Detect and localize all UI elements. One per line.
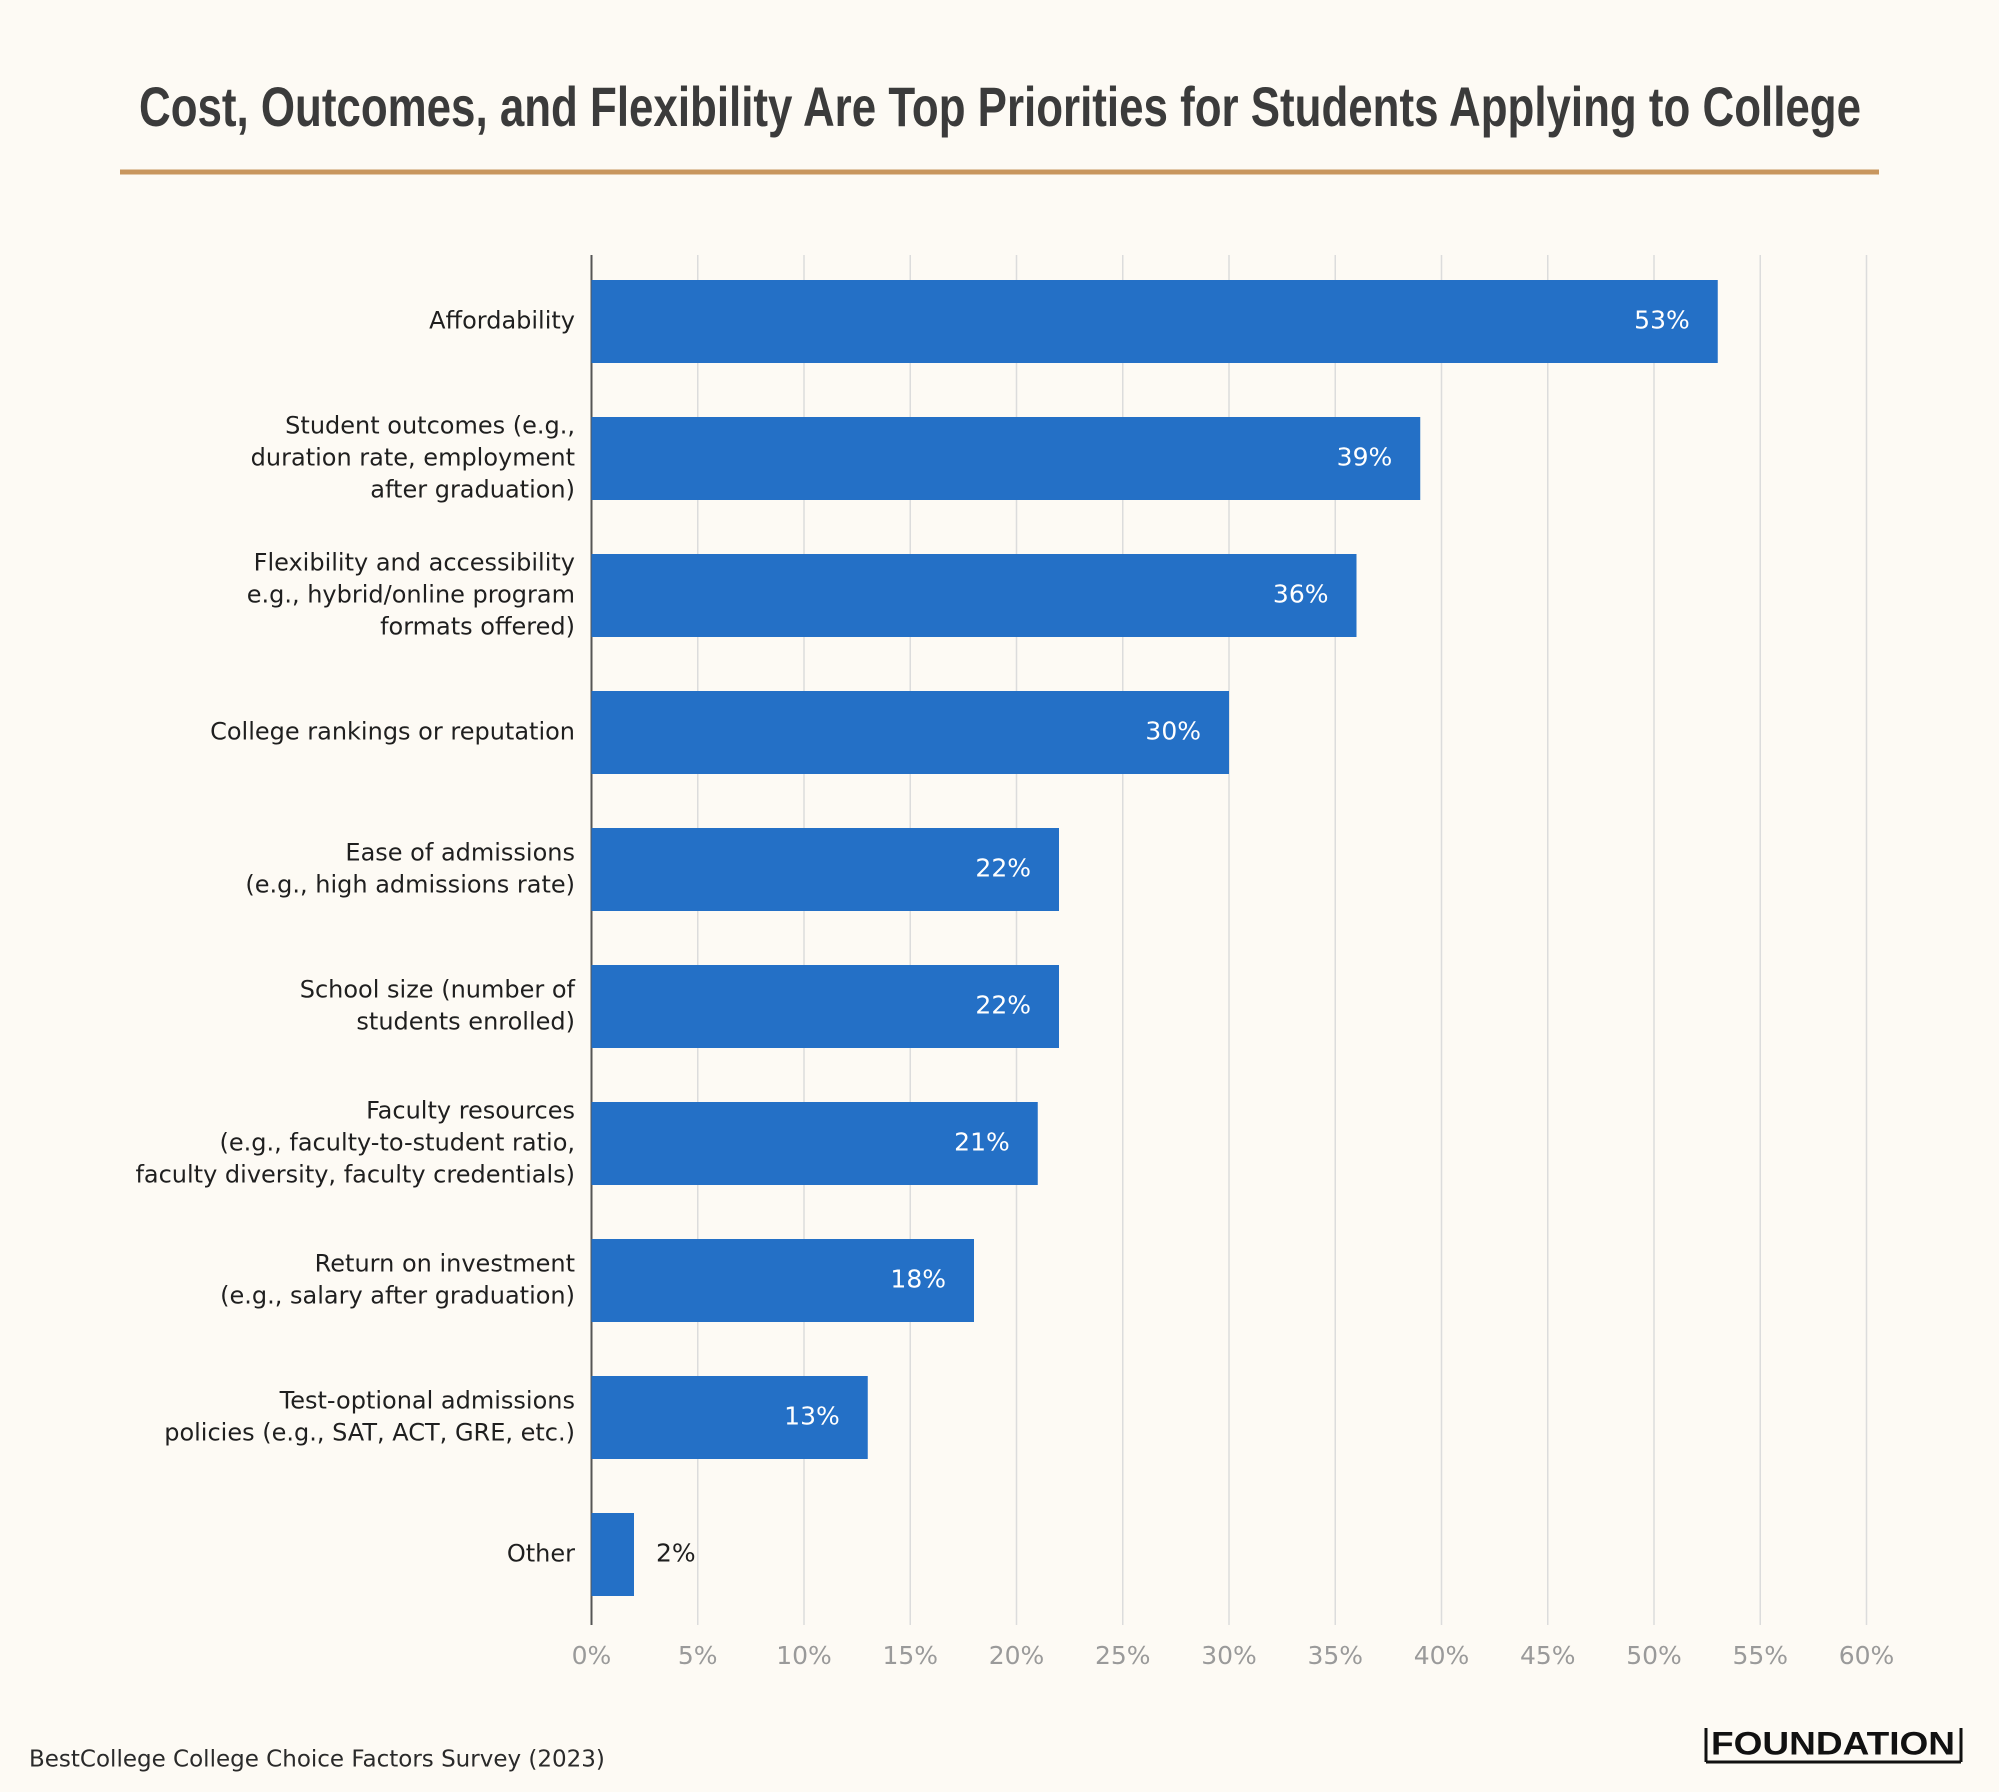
value-label: 53% [1634,306,1690,335]
value-label: 39% [1337,443,1393,472]
x-tick-label: 30% [1201,1641,1257,1670]
bar [591,691,1229,774]
category-label: Affordability [429,307,575,335]
plot-area: 0% 5% 10% 15% 20% 25% 30% 35% 40% 45% 50% 55% 60% Aff… [135,255,1894,1670]
x-tick-label: 60% [1839,1641,1895,1670]
x-tick-label: 45% [1520,1641,1576,1670]
x-tick-label: 10% [776,1641,832,1670]
category-label: Flexibility and accessibility e.g., hybri… [247,549,575,641]
source-note: BestCollege College Choice Factors Surve… [29,1747,605,1773]
value-label: 13% [784,1402,840,1431]
bar [591,828,1059,911]
category-label: Return on investment (e.g., salary after … [220,1250,575,1310]
x-tick-label: 0% [572,1641,612,1670]
x-tick-label: 25% [1095,1641,1151,1670]
value-label: 18% [890,1265,946,1294]
logo: FOUNDATION [1704,1725,1963,1764]
chart-title: Cost, Outcomes, and Flexibility Are Top … [139,75,1861,138]
value-label: 22% [975,854,1031,883]
logo-text: FOUNDATION [1711,1725,1955,1761]
value-label: 22% [975,991,1031,1020]
x-tick-label: 40% [1414,1641,1470,1670]
bar [591,965,1059,1048]
bar [591,554,1357,637]
category-label: Student outcomes (e.g., duration rate, em… [251,412,575,504]
category-label: Faculty resources (e.g., faculty-to-stude… [135,1097,575,1189]
x-tick-label: 15% [882,1641,938,1670]
x-tick-label: 5% [678,1641,718,1670]
x-tick-label: 20% [989,1641,1045,1670]
category-label: Ease of admissions (e.g., high admissions… [245,839,575,899]
category-label: College rankings or reputation [210,718,575,746]
bar [591,1513,634,1596]
x-tick-label: 55% [1732,1641,1788,1670]
value-label: 30% [1145,717,1201,746]
value-label: 2% [656,1539,696,1568]
bar [591,1239,974,1322]
x-tick-label: 35% [1307,1641,1363,1670]
category-label: Other [507,1540,575,1568]
bar [591,417,1421,500]
x-tick-label: 50% [1626,1641,1682,1670]
category-label: School size (number of students enrolled) [300,976,576,1036]
value-label: 21% [954,1128,1010,1157]
bar [591,1376,868,1459]
category-label: Test-optional admissions policies (e.g., … [164,1387,575,1447]
bar [591,1102,1038,1185]
bar [591,280,1718,363]
value-label: 36% [1273,580,1329,609]
